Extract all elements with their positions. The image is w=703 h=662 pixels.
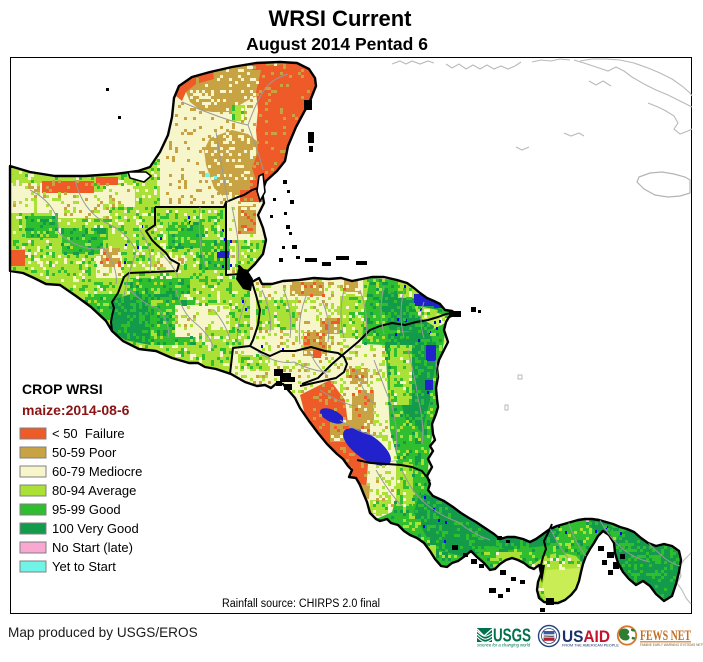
svg-text:science for a changing world: science for a changing world (477, 643, 531, 648)
svg-text:CROP WRSI: CROP WRSI (22, 381, 103, 397)
svg-text:FEWS NET: FEWS NET (640, 628, 691, 644)
svg-text:100 Very Good: 100 Very Good (52, 521, 139, 536)
svg-text:FAMINE EARLY WARNING SYSTEMS N: FAMINE EARLY WARNING SYSTEMS NETWORK (640, 643, 703, 647)
svg-text:95-99 Good: 95-99 Good (52, 502, 121, 517)
svg-text:< 50 Failure: < 50 Failure (52, 426, 125, 441)
svg-text:50-59 Poor: 50-59 Poor (52, 445, 117, 460)
svg-text:80-94 Average: 80-94 Average (52, 483, 136, 498)
svg-text:USAID: USAID (562, 628, 610, 646)
svg-text:USGS: USGS (493, 626, 531, 646)
svg-text:No Start (late): No Start (late) (52, 540, 133, 555)
svg-text:Yet to Start: Yet to Start (52, 559, 116, 574)
svg-text:FROM THE AMERICAN PEOPLE: FROM THE AMERICAN PEOPLE (562, 644, 619, 648)
svg-text:60-79 Mediocre: 60-79 Mediocre (52, 464, 142, 479)
svg-text:maize:2014-08-6: maize:2014-08-6 (22, 402, 130, 418)
svg-text:Rainfall source: CHIRPS 2.0 fi: Rainfall source: CHIRPS 2.0 final (222, 598, 380, 610)
